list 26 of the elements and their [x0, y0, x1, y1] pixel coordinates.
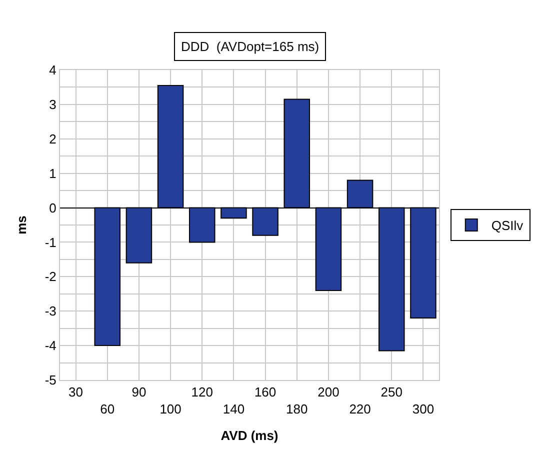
- x-tick-label: 200: [318, 384, 340, 400]
- x-tick-label: 30: [68, 384, 84, 400]
- y-axis-title: ms: [14, 216, 29, 234]
- y-tick-label: -3: [44, 304, 56, 319]
- x-tick-label: 100: [160, 402, 182, 416]
- x-tick-label: 90: [132, 384, 146, 400]
- x-axis-title: AVD (ms): [220, 428, 278, 444]
- y-tick-label: 2: [49, 131, 56, 146]
- x-tick-label: 160: [254, 384, 276, 400]
- y-tick-label: 1: [49, 166, 56, 181]
- y-tick-label: -4: [44, 338, 56, 354]
- y-tick-label: 3: [49, 96, 56, 112]
- y-tick-label: -2: [44, 269, 56, 284]
- x-tick-label: 250: [380, 384, 402, 400]
- x-tick-label: 220: [349, 402, 371, 416]
- x-tick-label: 300: [412, 402, 434, 416]
- y-tick-label: 0: [49, 200, 56, 216]
- chart-title: DDD (AVDopt=165 ms): [181, 39, 320, 54]
- x-tick-label: 180: [286, 402, 308, 416]
- x-tick-label: 60: [100, 402, 115, 416]
- y-tick-label: -1: [44, 234, 56, 250]
- legend-label: QSIlv: [491, 218, 524, 234]
- y-tick-label: 4: [49, 62, 56, 78]
- y-tick-label: -5: [44, 372, 56, 388]
- x-tick-label: 140: [222, 402, 245, 416]
- x-tick-label: 120: [191, 384, 213, 400]
